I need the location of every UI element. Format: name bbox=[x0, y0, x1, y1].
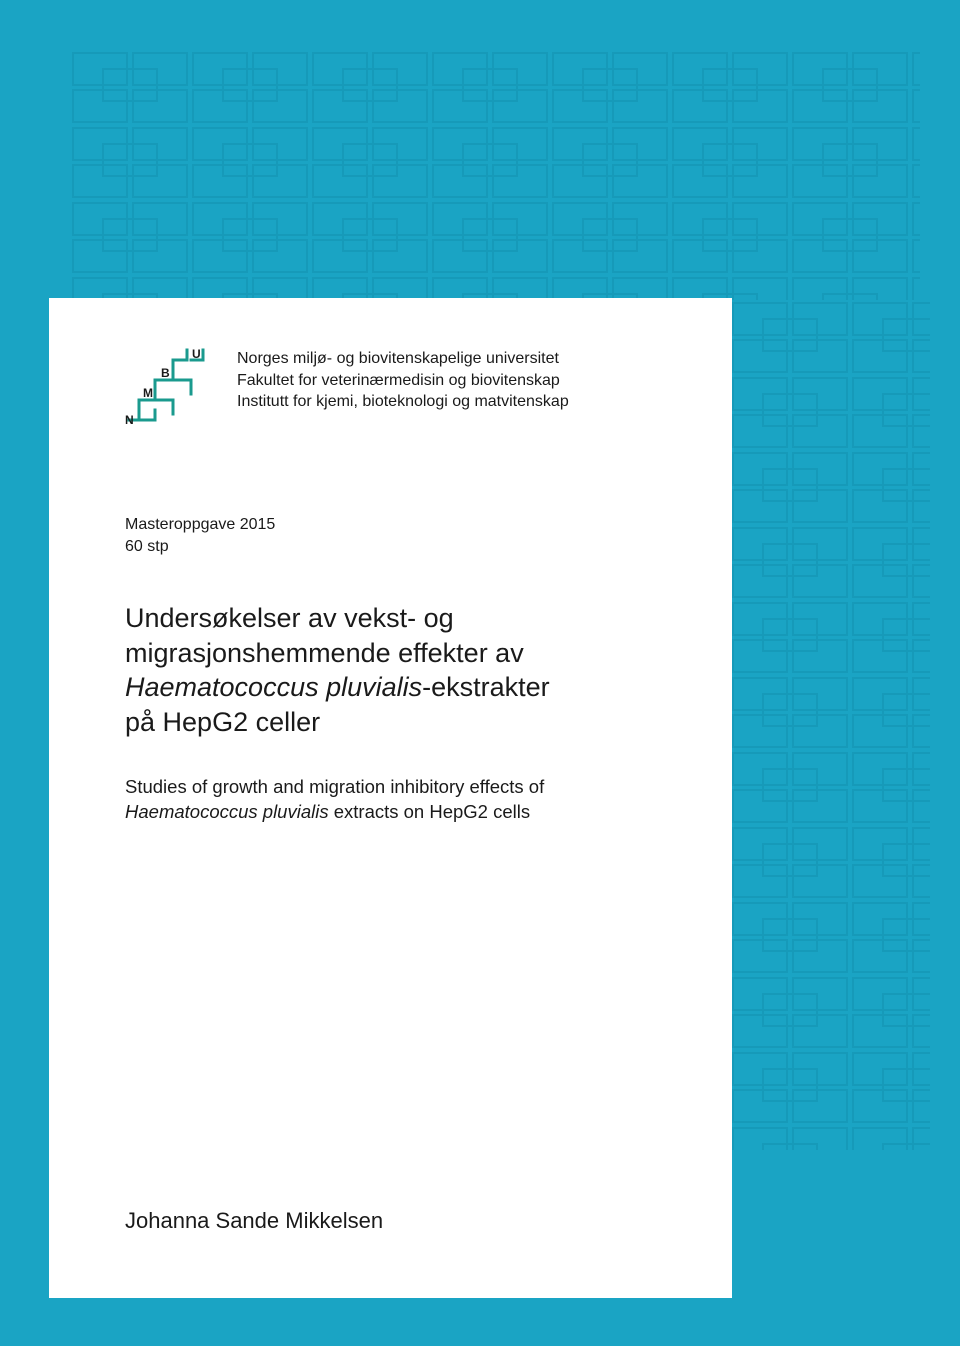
logo-letter-u: U bbox=[192, 347, 201, 361]
title-norwegian: Undersøkelser av vekst- og migrasjonshem… bbox=[125, 601, 702, 739]
title-no-line3-italic: Haematococcus pluvialis bbox=[125, 672, 422, 702]
logo-letter-n: N bbox=[125, 413, 134, 427]
thesis-type-year: Masteroppgave 2015 bbox=[125, 514, 702, 536]
decorative-pattern-top bbox=[70, 50, 920, 300]
title-no-line2: migrasjonshemmende effekter av bbox=[125, 636, 702, 671]
logo-letter-b: B bbox=[161, 366, 170, 380]
thesis-credits: 60 stp bbox=[125, 536, 702, 558]
university-name: Norges miljø- og biovitenskapelige unive… bbox=[237, 348, 702, 370]
cover-page: U B M N Norges miljø- og biovitenskapeli… bbox=[0, 0, 960, 1346]
title-no-line4: på HepG2 celler bbox=[125, 705, 702, 740]
title-en-line2-rest: extracts on HepG2 cells bbox=[329, 801, 531, 822]
content-card: U B M N Norges miljø- og biovitenskapeli… bbox=[49, 298, 732, 1298]
title-no-line3: Haematococcus pluvialis-ekstrakter bbox=[125, 670, 702, 705]
institution-block: Norges miljø- og biovitenskapelige unive… bbox=[237, 346, 702, 413]
header-row: U B M N Norges miljø- og biovitenskapeli… bbox=[125, 346, 702, 434]
title-english: Studies of growth and migration inhibito… bbox=[125, 775, 702, 825]
title-en-line1: Studies of growth and migration inhibito… bbox=[125, 775, 702, 800]
title-en-line2: Haematococcus pluvialis extracts on HepG… bbox=[125, 800, 702, 825]
title-en-line2-italic: Haematococcus pluvialis bbox=[125, 801, 329, 822]
title-no-line1: Undersøkelser av vekst- og bbox=[125, 601, 702, 636]
department-name: Institutt for kjemi, bioteknologi og mat… bbox=[237, 391, 702, 413]
thesis-meta: Masteroppgave 2015 60 stp bbox=[125, 514, 702, 557]
logo-letter-m: M bbox=[143, 386, 153, 400]
faculty-name: Fakultet for veterinærmedisin og biovite… bbox=[237, 370, 702, 392]
decorative-pattern-right bbox=[730, 300, 930, 1150]
nmbu-logo: U B M N bbox=[125, 346, 213, 434]
title-no-line3-rest: -ekstrakter bbox=[422, 672, 550, 702]
author-name: Johanna Sande Mikkelsen bbox=[125, 1208, 383, 1234]
